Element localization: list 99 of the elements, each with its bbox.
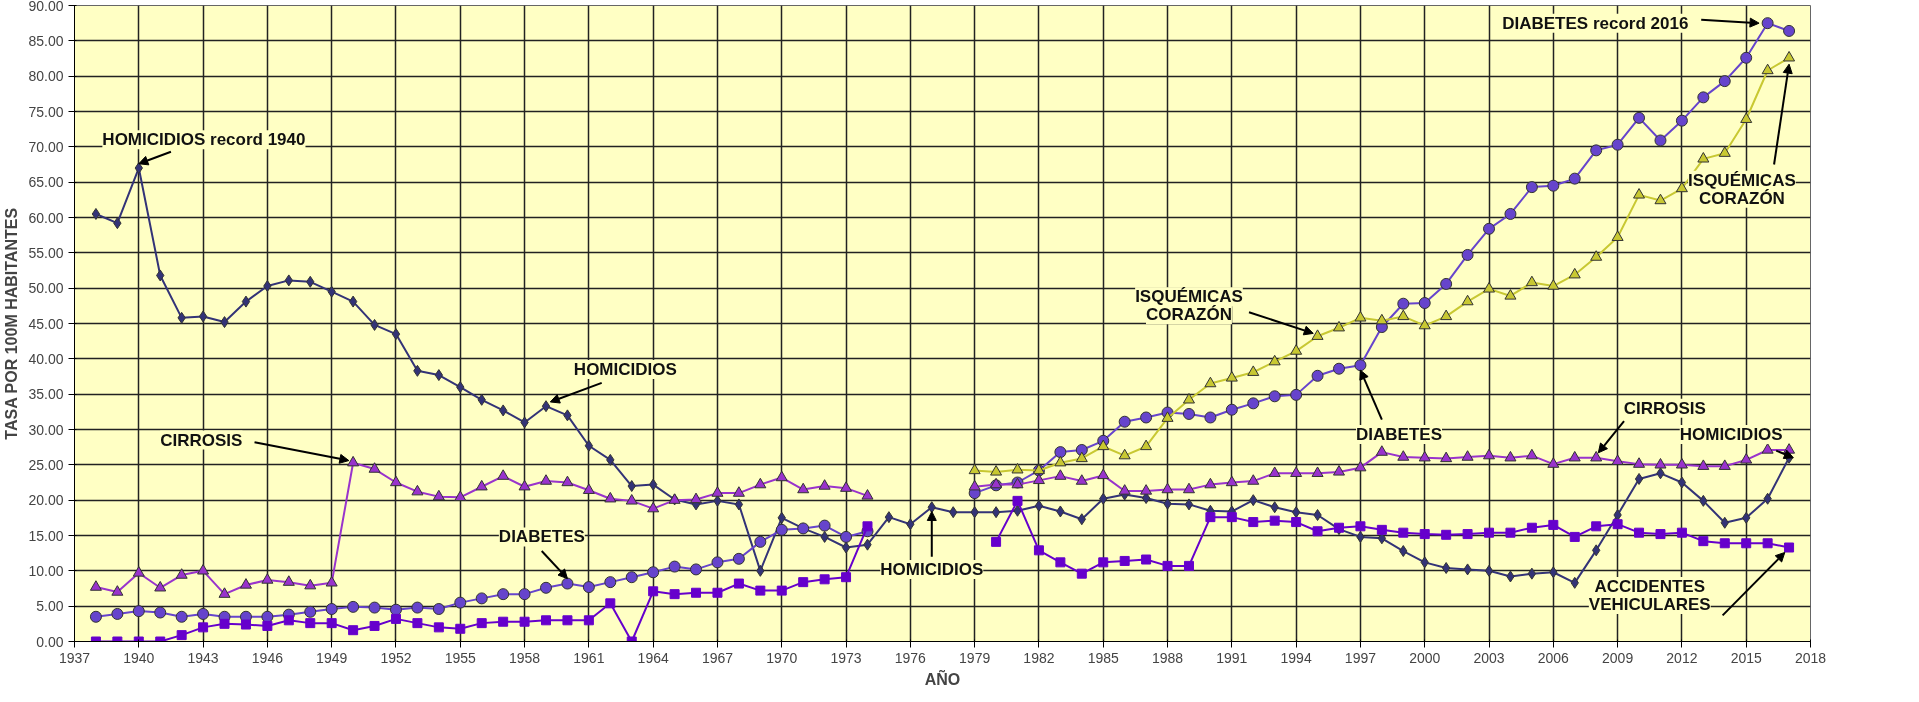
x-tick-label: 2006 (1537, 649, 1570, 666)
x-tick-label: 2003 (1473, 649, 1505, 666)
point (1547, 279, 1560, 290)
x-tick-label: 1979 (959, 649, 991, 666)
x-tick-label: 1937 (58, 649, 91, 666)
point (1611, 230, 1624, 241)
point (1097, 439, 1110, 451)
annotation: CIRROSIS (160, 430, 243, 450)
x-tick-label: 1994 (1280, 649, 1312, 666)
annotation: ISQUÉMICAS CORAZÓN (1688, 170, 1796, 208)
point (1590, 250, 1603, 261)
point (1783, 50, 1796, 62)
x-tick-label: 1976 (894, 649, 927, 666)
x-tick-label: 1940 (123, 649, 155, 666)
y-tick-label: 70.00 (28, 138, 64, 155)
x-tick-label: 1973 (830, 649, 862, 666)
x-tick-label: 1952 (380, 649, 412, 666)
point (1418, 318, 1431, 330)
x-tick-label: 1988 (1151, 649, 1184, 666)
x-tick-label: 1985 (1087, 649, 1120, 666)
y-tick-label: 25.00 (28, 456, 64, 473)
point (1225, 371, 1238, 382)
x-tick-label: 2000 (1409, 649, 1441, 666)
y-tick-label: 35.00 (28, 386, 64, 403)
x-tick-label: 1961 (573, 649, 605, 666)
y-tick-label: 5.00 (36, 598, 64, 615)
y-tick-label: 45.00 (28, 315, 64, 332)
point (1375, 313, 1388, 325)
point (1011, 462, 1024, 474)
x-tick-label: 1943 (187, 649, 219, 666)
annotation: ACCIDENTES VEHICULARES (1588, 577, 1711, 615)
y-tick-label: 10.00 (28, 562, 64, 579)
x-tick-label: 1991 (1216, 649, 1248, 666)
point (1268, 354, 1281, 366)
y-tick-label: 20.00 (28, 492, 64, 509)
annotation: ISQUÉMICAS CORAZÓN (1135, 287, 1243, 325)
x-tick-label: 1955 (444, 649, 477, 666)
point (1311, 329, 1324, 340)
x-tick-label: 2018 (1794, 649, 1827, 666)
x-tick-label: 1982 (1023, 649, 1055, 666)
x-tick-label: 1964 (637, 649, 669, 666)
point (1440, 309, 1453, 321)
y-tick-label: 30.00 (28, 421, 64, 438)
x-tick-label: 2012 (1666, 649, 1698, 666)
y-tick-label: 55.00 (28, 244, 64, 261)
point (1761, 63, 1774, 75)
point (1504, 289, 1517, 300)
y-tick-label: 0.00 (36, 633, 64, 650)
y-tick-label: 40.00 (28, 350, 64, 367)
point (1525, 275, 1538, 287)
point (1483, 282, 1496, 293)
point (1718, 146, 1731, 157)
annotation: HOMICIDIOS (880, 559, 984, 579)
point (1697, 152, 1710, 163)
y-tick-label: 65.00 (28, 174, 64, 191)
point (1633, 188, 1646, 199)
x-tick-label: 1967 (701, 649, 734, 666)
annotation: HOMICIDIOS (573, 359, 677, 379)
x-tick-label: 2015 (1730, 649, 1762, 666)
point (1332, 320, 1345, 332)
annotation: DIABETES record 2016 (1502, 13, 1689, 33)
point (1354, 311, 1367, 322)
point (1204, 376, 1217, 388)
y-tick-label: 85.00 (28, 32, 64, 49)
annotation: HOMICIDIOS record 1940 (102, 130, 306, 150)
point (1568, 267, 1581, 279)
point (1397, 309, 1410, 321)
point (1075, 451, 1088, 463)
y-tick-label: 15.00 (28, 527, 64, 544)
x-tick-label: 1970 (766, 649, 798, 666)
point (1140, 439, 1153, 451)
point (1118, 448, 1131, 460)
x-axis-title: AÑO (924, 668, 961, 688)
y-tick-label: 75.00 (28, 103, 64, 120)
y-tick-label: 90.00 (28, 0, 64, 14)
y-tick-label: 50.00 (28, 280, 64, 297)
x-tick-label: 1949 (316, 649, 348, 666)
point (968, 463, 981, 475)
annotation: HOMICIDIOS (1679, 424, 1783, 444)
point (1740, 112, 1753, 123)
y-axis-title: TASA POR 100M HABITANTES (3, 207, 21, 440)
annotation: CIRROSIS (1623, 398, 1706, 418)
point (1054, 455, 1067, 467)
point (1290, 344, 1303, 355)
point (990, 465, 1003, 476)
annotation: DIABETES (498, 527, 585, 547)
point (1247, 365, 1260, 376)
x-tick-label: 2009 (1602, 649, 1634, 666)
annotation: DIABETES (1356, 424, 1442, 444)
point (1654, 193, 1667, 205)
point (1182, 392, 1195, 404)
x-tick-label: 1946 (251, 649, 284, 666)
point (1161, 411, 1174, 422)
x-tick-label: 1958 (509, 649, 541, 666)
x-tick-label: 1997 (1344, 649, 1377, 666)
point (1461, 294, 1474, 306)
y-tick-label: 60.00 (28, 209, 64, 226)
y-tick-label: 80.00 (28, 68, 64, 85)
point (1675, 181, 1688, 193)
